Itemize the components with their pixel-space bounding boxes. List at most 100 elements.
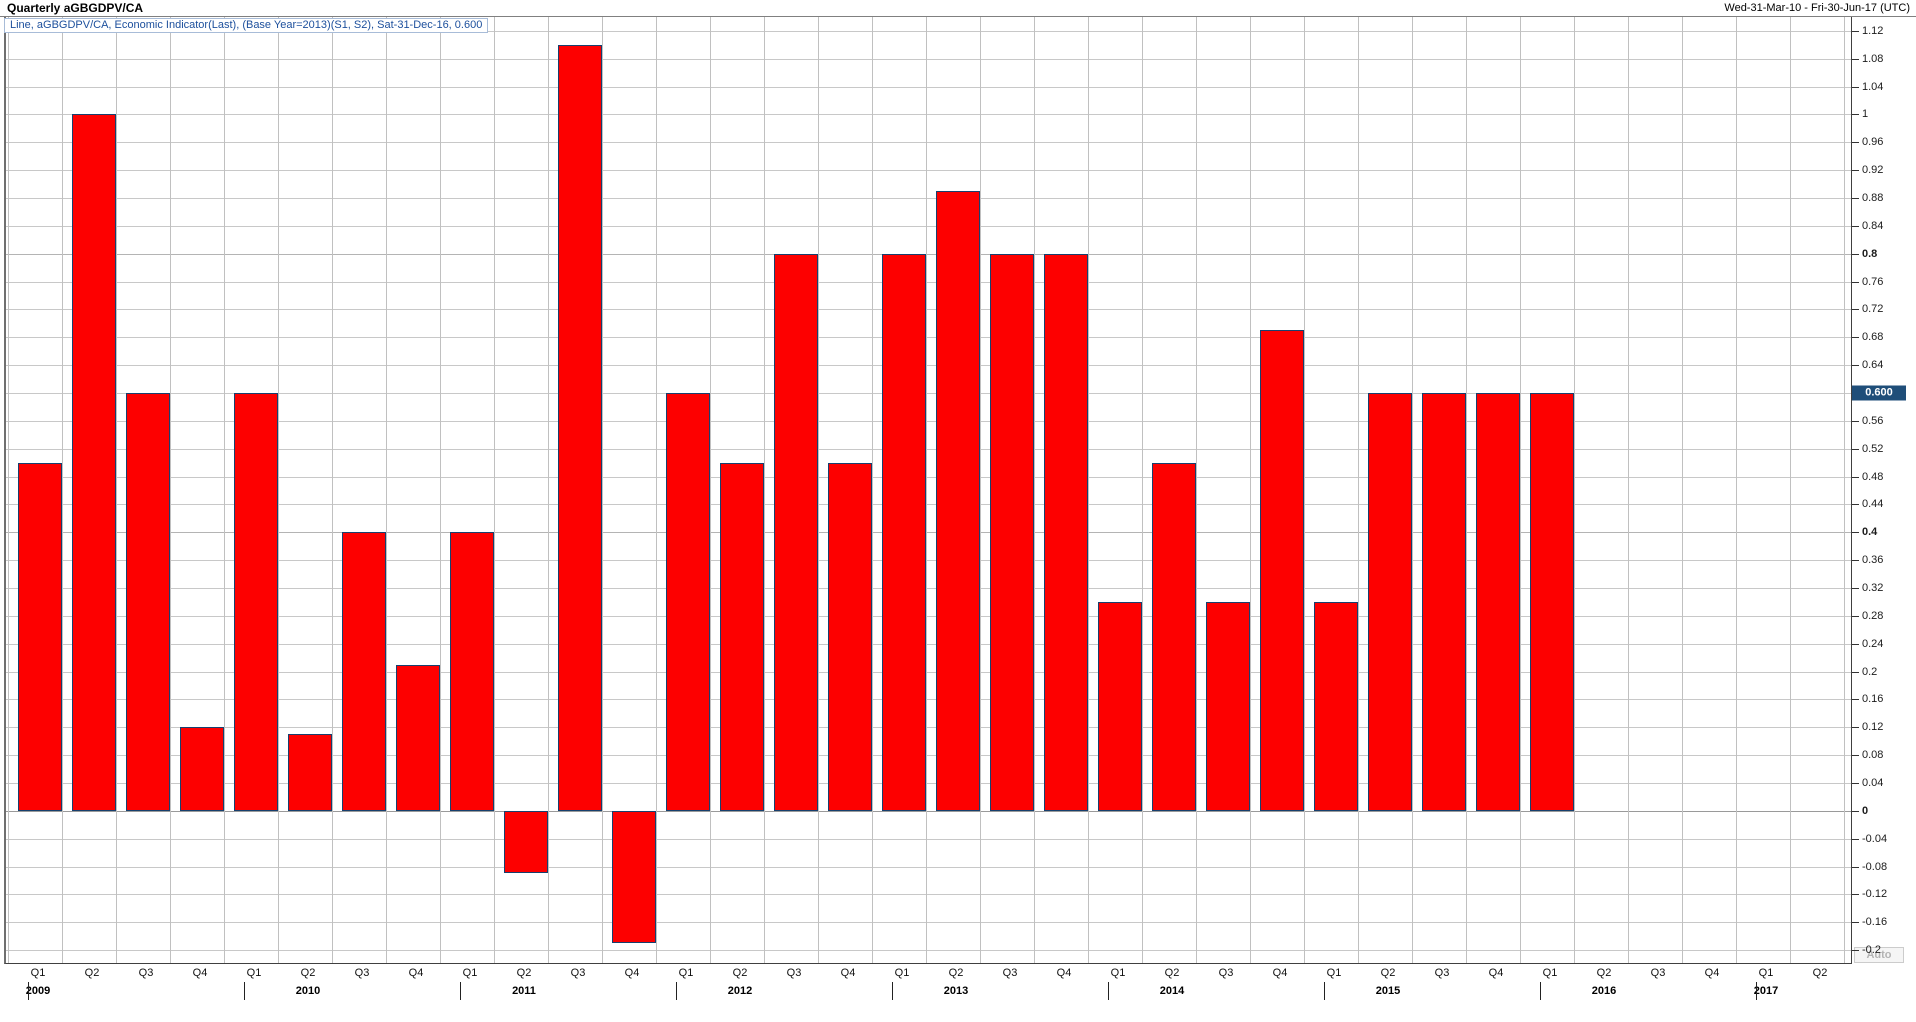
y-axis-tick [1852, 114, 1859, 116]
bar[interactable] [1368, 393, 1412, 811]
y-axis-label: 0.4 [1862, 526, 1878, 539]
bar[interactable] [612, 810, 656, 944]
bar[interactable] [1098, 601, 1142, 811]
bar[interactable] [882, 253, 926, 811]
y-axis-label: -0.16 [1862, 916, 1888, 929]
y-axis-tick [1852, 782, 1859, 784]
y-axis-label: 1.04 [1862, 80, 1884, 93]
gridline-horizontal [6, 950, 1851, 952]
y-axis-tick [1852, 30, 1859, 32]
y-axis-label: -0.04 [1862, 832, 1888, 845]
y-axis-label: 0.72 [1862, 303, 1884, 316]
gridline-horizontal [6, 894, 1851, 896]
auto-scale-button[interactable]: Auto [1854, 947, 1904, 963]
bar[interactable] [936, 191, 980, 811]
bar[interactable] [234, 393, 278, 811]
gridline-vertical [1844, 17, 1845, 963]
bar[interactable] [1476, 393, 1520, 811]
bar[interactable] [774, 253, 818, 811]
gridline-vertical [1790, 17, 1791, 963]
bar[interactable] [504, 810, 548, 874]
x-axis-year-tick [460, 982, 461, 1000]
y-axis-label: 0.48 [1862, 470, 1884, 483]
y-axis-label: 0.96 [1862, 136, 1884, 149]
bar[interactable] [126, 393, 170, 811]
bar[interactable] [990, 253, 1034, 811]
x-axis-quarter-label: Q3 [1218, 967, 1234, 979]
x-axis-quarter-label: Q2 [1380, 967, 1396, 979]
gridline-vertical [602, 17, 603, 963]
x-axis-quarter-label: Q1 [462, 967, 478, 979]
x-axis-quarter-label: Q4 [1488, 967, 1504, 979]
x-axis-quarter-label: Q2 [84, 967, 100, 979]
y-axis-label: 0.8 [1862, 247, 1878, 260]
x-axis-year-label: 2012 [727, 985, 753, 997]
gridline-vertical [710, 17, 711, 963]
bar[interactable] [558, 44, 602, 811]
gridline-horizontal [6, 727, 1851, 729]
gridline-horizontal [6, 114, 1851, 116]
bar[interactable] [18, 462, 62, 811]
gridline-horizontal [6, 838, 1851, 840]
bar[interactable] [342, 532, 386, 811]
bar[interactable] [666, 393, 710, 811]
bar[interactable] [828, 462, 872, 811]
gridline-vertical [926, 17, 927, 963]
y-axis-label: 0.56 [1862, 414, 1884, 427]
y-axis-tick [1852, 810, 1859, 812]
x-axis-year-label: 2014 [1159, 985, 1185, 997]
gridline-vertical [1304, 17, 1305, 963]
bar[interactable] [288, 734, 332, 811]
bar[interactable] [450, 532, 494, 811]
gridline-vertical [764, 17, 765, 963]
gridline-horizontal [6, 699, 1851, 701]
y-axis-tick [1852, 281, 1859, 283]
gridline-horizontal [6, 922, 1851, 924]
current-value-badge[interactable]: 0.600 [1852, 385, 1906, 401]
y-axis-tick [1852, 309, 1859, 311]
gridline-horizontal [6, 142, 1851, 144]
y-axis-label: 0.36 [1862, 554, 1884, 567]
gridline-vertical [62, 17, 63, 963]
bar[interactable] [396, 664, 440, 811]
y-axis-tick [1852, 448, 1859, 450]
y-axis-tick [1852, 866, 1859, 868]
gridline-vertical [1034, 17, 1035, 963]
gridline-vertical [1358, 17, 1359, 963]
x-axis-quarter-label: Q3 [354, 967, 370, 979]
bar[interactable] [1044, 253, 1088, 811]
bar[interactable] [1260, 330, 1304, 811]
bar[interactable] [1422, 393, 1466, 811]
y-axis-tick [1852, 170, 1859, 172]
bar[interactable] [180, 727, 224, 811]
x-axis[interactable]: Q1 Q2 Q3 Q4 Q1 Q2 Q3 Q4 Q1 Q2 Q3 Q4 Q1 Q2 Q3 Q4 Q1 Q2 Q3 Q4… [4, 965, 1852, 1022]
x-axis-quarter-label: Q1 [246, 967, 262, 979]
bar[interactable] [72, 114, 116, 811]
gridline-horizontal [6, 615, 1851, 617]
gridline-horizontal [6, 448, 1851, 450]
bar-series [6, 17, 1851, 963]
legend-box[interactable]: Line, aGBGDPV/CA, Economic Indicator(Las… [4, 18, 489, 33]
bar[interactable] [1152, 462, 1196, 811]
gridline-horizontal [6, 253, 1851, 255]
bar[interactable] [720, 462, 764, 811]
x-axis-quarter-label: Q4 [1272, 967, 1288, 979]
y-axis-tick [1852, 922, 1859, 924]
legend-label: Line, aGBGDPV/CA, Economic Indicator(Las… [10, 19, 483, 31]
y-axis[interactable]: Auto 1.12 1.08 1.04 1 0.96 0.92 0.88 0.84 0.8 0.7… [1852, 17, 1916, 964]
y-axis-label: 0.12 [1862, 721, 1884, 734]
bar[interactable] [1314, 601, 1358, 811]
x-axis-year-tick [28, 982, 29, 1000]
plot-area[interactable] [4, 17, 1852, 964]
y-axis-label: 0.88 [1862, 192, 1884, 205]
gridline-vertical [980, 17, 981, 963]
bar[interactable] [1206, 601, 1250, 811]
y-axis-tick [1852, 142, 1859, 144]
y-axis-tick [1852, 86, 1859, 88]
bar[interactable] [1530, 393, 1574, 811]
y-axis-tick [1852, 253, 1859, 255]
gridline-vertical [1574, 17, 1575, 963]
y-axis-tick [1852, 727, 1859, 729]
x-axis-year-tick [1324, 982, 1325, 1000]
